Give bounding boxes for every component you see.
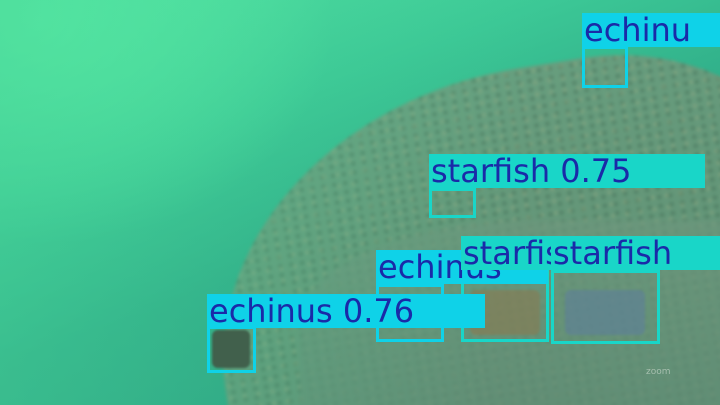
- detection-box-starfish-3: [551, 270, 660, 344]
- detection-label: starfish 0.75: [429, 154, 705, 188]
- detection-box-echinus-1: [207, 326, 256, 373]
- echinus-object: [212, 330, 250, 368]
- detection-box-echinus-3: [582, 46, 628, 88]
- watermark: zoom: [646, 367, 671, 377]
- detection-box-starfish-1: [429, 188, 476, 218]
- starfish-object-2: [565, 290, 645, 335]
- detection-label: starfish: [551, 236, 720, 270]
- detection-label: echinus 0.76: [207, 294, 485, 328]
- detection-label: echinu: [582, 13, 720, 47]
